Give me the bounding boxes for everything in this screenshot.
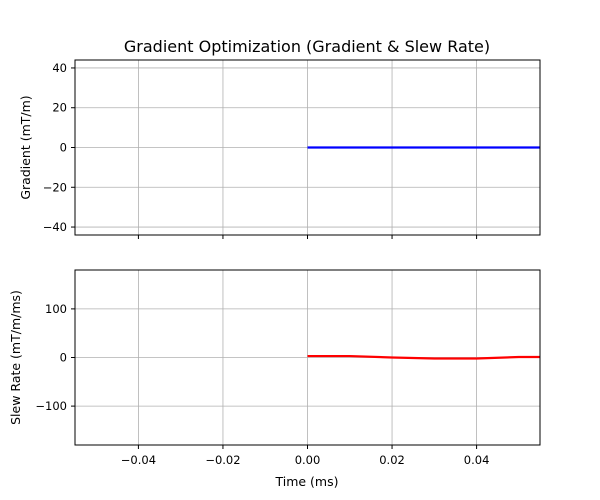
y-tick-label: 40 bbox=[52, 61, 67, 75]
y-tick-label: 20 bbox=[52, 101, 67, 115]
y-tick-label: −100 bbox=[35, 399, 67, 413]
x-tick-label: 0.04 bbox=[464, 453, 490, 467]
gradient-y-axis-label: Gradient (mT/m) bbox=[18, 95, 33, 199]
x-axis-label: Time (ms) bbox=[274, 474, 338, 489]
gradient-subplot: −40 −20 0 20 40 Gradient (mT/m) bbox=[18, 59, 541, 239]
chart-title: Gradient Optimization (Gradient & Slew R… bbox=[124, 37, 490, 56]
y-tick-label: −40 bbox=[43, 220, 67, 234]
y-tick-label: 0 bbox=[60, 141, 67, 155]
slew-y-axis-label: Slew Rate (mT/m/ms) bbox=[8, 290, 23, 425]
x-tick-label: −0.02 bbox=[205, 453, 240, 467]
y-tick-label: 0 bbox=[60, 351, 67, 365]
x-tick-label: −0.04 bbox=[121, 453, 156, 467]
y-tick-label: −20 bbox=[43, 180, 67, 194]
slew-series-line bbox=[307, 354, 540, 360]
x-tick-label: 0.02 bbox=[379, 453, 405, 467]
y-tick-label: 100 bbox=[45, 302, 67, 316]
slew-rate-subplot: −0.04 −0.02 0.00 0.02 0.04 −100 0 100 Slew Rate … bbox=[8, 269, 541, 467]
x-tick-label: 0.00 bbox=[295, 453, 321, 467]
